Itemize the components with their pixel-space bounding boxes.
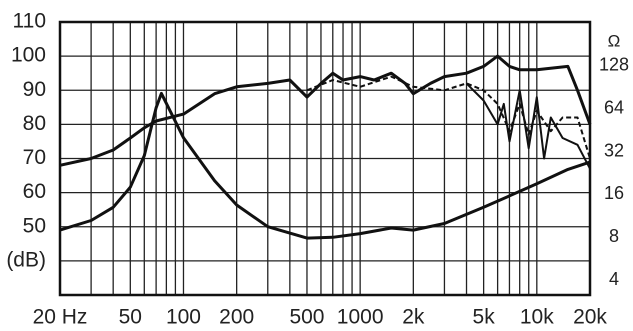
x-tick-label: 100 <box>166 306 201 329</box>
y-tick-label: 50 <box>23 214 46 237</box>
x-tick-label: 2k <box>402 306 425 329</box>
y-tick-label: 100 <box>11 44 46 67</box>
x-tick-label: 200 <box>219 306 254 329</box>
y-tick-label: 80 <box>23 112 46 135</box>
y2-tick-label: 8 <box>609 226 619 246</box>
y-tick-label: 60 <box>23 180 46 203</box>
curve <box>59 91 591 240</box>
y-tick-label: (dB) <box>6 248 46 271</box>
x-tick-label: 5k <box>473 306 496 329</box>
curve <box>306 75 591 159</box>
y-tick-label: 90 <box>23 78 46 101</box>
y2-tick-label: 128 <box>599 55 629 75</box>
curve <box>59 54 592 167</box>
x-tick-label: 20k <box>573 306 607 329</box>
x-tick-label: 20 Hz <box>33 306 88 329</box>
x-tick-label: 10k <box>520 306 554 329</box>
y-tick-label: 70 <box>23 146 46 169</box>
y2-axis-label: Ω <box>608 31 621 50</box>
x-tick-label: 500 <box>289 306 324 329</box>
y-tick-label: 110 <box>13 10 46 33</box>
y2-tick-label: 4 <box>609 269 619 289</box>
y2-tick-label: 64 <box>604 97 624 117</box>
x-tick-label: 50 <box>119 306 142 329</box>
y2-tick-label: 16 <box>604 183 624 203</box>
plot-frame <box>58 20 592 297</box>
curve <box>465 82 591 170</box>
x-tick-label: 1000 <box>337 306 384 329</box>
y2-tick-label: 32 <box>604 140 624 160</box>
